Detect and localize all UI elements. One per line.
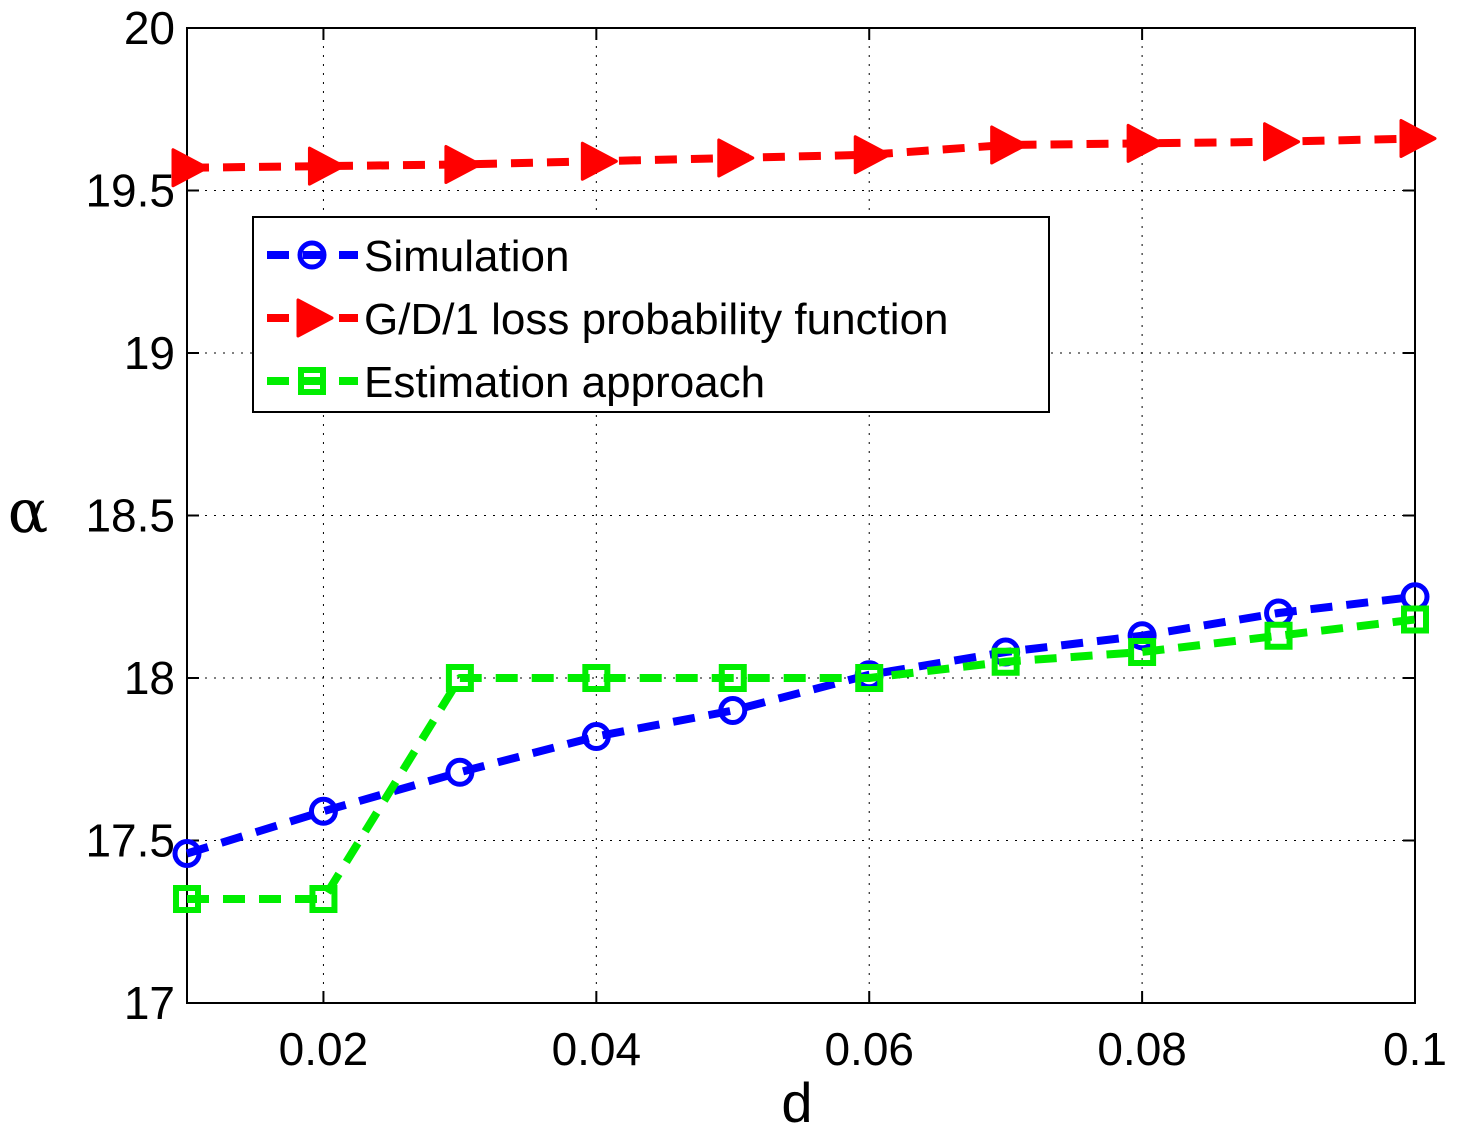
y-tick-label: 17: [124, 977, 175, 1029]
x-axis-title: d: [781, 1071, 812, 1134]
legend-item: Estimation approach: [267, 358, 765, 407]
data-point-marker: [1399, 119, 1437, 158]
x-tick-label: 0.08: [1097, 1023, 1187, 1075]
axis-ticks: 0.02 0.04 0.06 0.08 0.1 17 17.5 18 18.5 19 19.5 20: [85, 2, 1447, 1075]
data-point-marker: [580, 141, 618, 181]
data-point-marker: [990, 125, 1028, 165]
legend-item: G/D/1 loss probability function: [267, 295, 949, 344]
y-tick-label: 19.5: [85, 165, 175, 217]
series-layer: [171, 119, 1437, 913]
x-tick-label: 0.04: [552, 1023, 642, 1075]
legend-label: G/D/1 loss probability function: [364, 295, 949, 344]
series-2: [171, 119, 1437, 188]
y-tick-label: 18: [124, 652, 175, 704]
legend-item: Simulation: [267, 232, 569, 281]
series-line: [186, 134, 1416, 172]
legend-label: Simulation: [364, 232, 569, 281]
data-point-marker: [1126, 123, 1164, 163]
data-point-marker: [718, 664, 747, 692]
data-point-marker: [173, 885, 201, 913]
y-tick-label: 19: [124, 327, 175, 379]
data-point-marker: [308, 796, 338, 826]
data-point-marker: [171, 148, 209, 188]
data-point-marker: [581, 722, 611, 751]
data-point-marker: [172, 839, 202, 868]
data-point-marker: [991, 647, 1020, 676]
series-line: [185, 592, 1416, 858]
data-point-marker: [717, 138, 755, 178]
data-point-marker: [1264, 621, 1293, 650]
y-tick-label: 18.5: [85, 490, 175, 542]
series-3: [173, 605, 1429, 913]
y-tick-label: 17.5: [85, 815, 175, 867]
data-point-marker: [445, 664, 474, 692]
data-point-marker: [444, 145, 482, 184]
data-point-marker: [1127, 621, 1157, 651]
legend-label: Estimation approach: [364, 358, 765, 407]
plot-area: [187, 28, 1415, 1003]
data-point-marker: [718, 696, 748, 725]
data-point-marker: [307, 146, 345, 186]
legend-marker: [298, 367, 326, 395]
data-point-marker: [853, 135, 891, 175]
data-point-marker: [309, 885, 338, 913]
data-point-marker: [1263, 122, 1301, 162]
data-point-marker: [1401, 605, 1429, 634]
data-point-marker: [582, 664, 611, 692]
legend-box: [252, 216, 1050, 413]
y-axis-title: α: [8, 477, 49, 547]
legend: Simulation G/D/1 loss probability functio…: [252, 216, 1050, 413]
data-point-marker: [1128, 638, 1157, 666]
x-tick-label: 0.02: [279, 1023, 369, 1075]
series-line: [187, 615, 1416, 903]
x-tick-label: 0.06: [824, 1023, 914, 1075]
x-tick-label: 0.1: [1383, 1023, 1447, 1075]
data-point-marker: [855, 664, 884, 692]
legend-marker: [296, 298, 334, 338]
y-tick-label: 20: [124, 2, 175, 54]
data-point-marker: [445, 757, 475, 787]
legend-marker: [297, 240, 327, 270]
